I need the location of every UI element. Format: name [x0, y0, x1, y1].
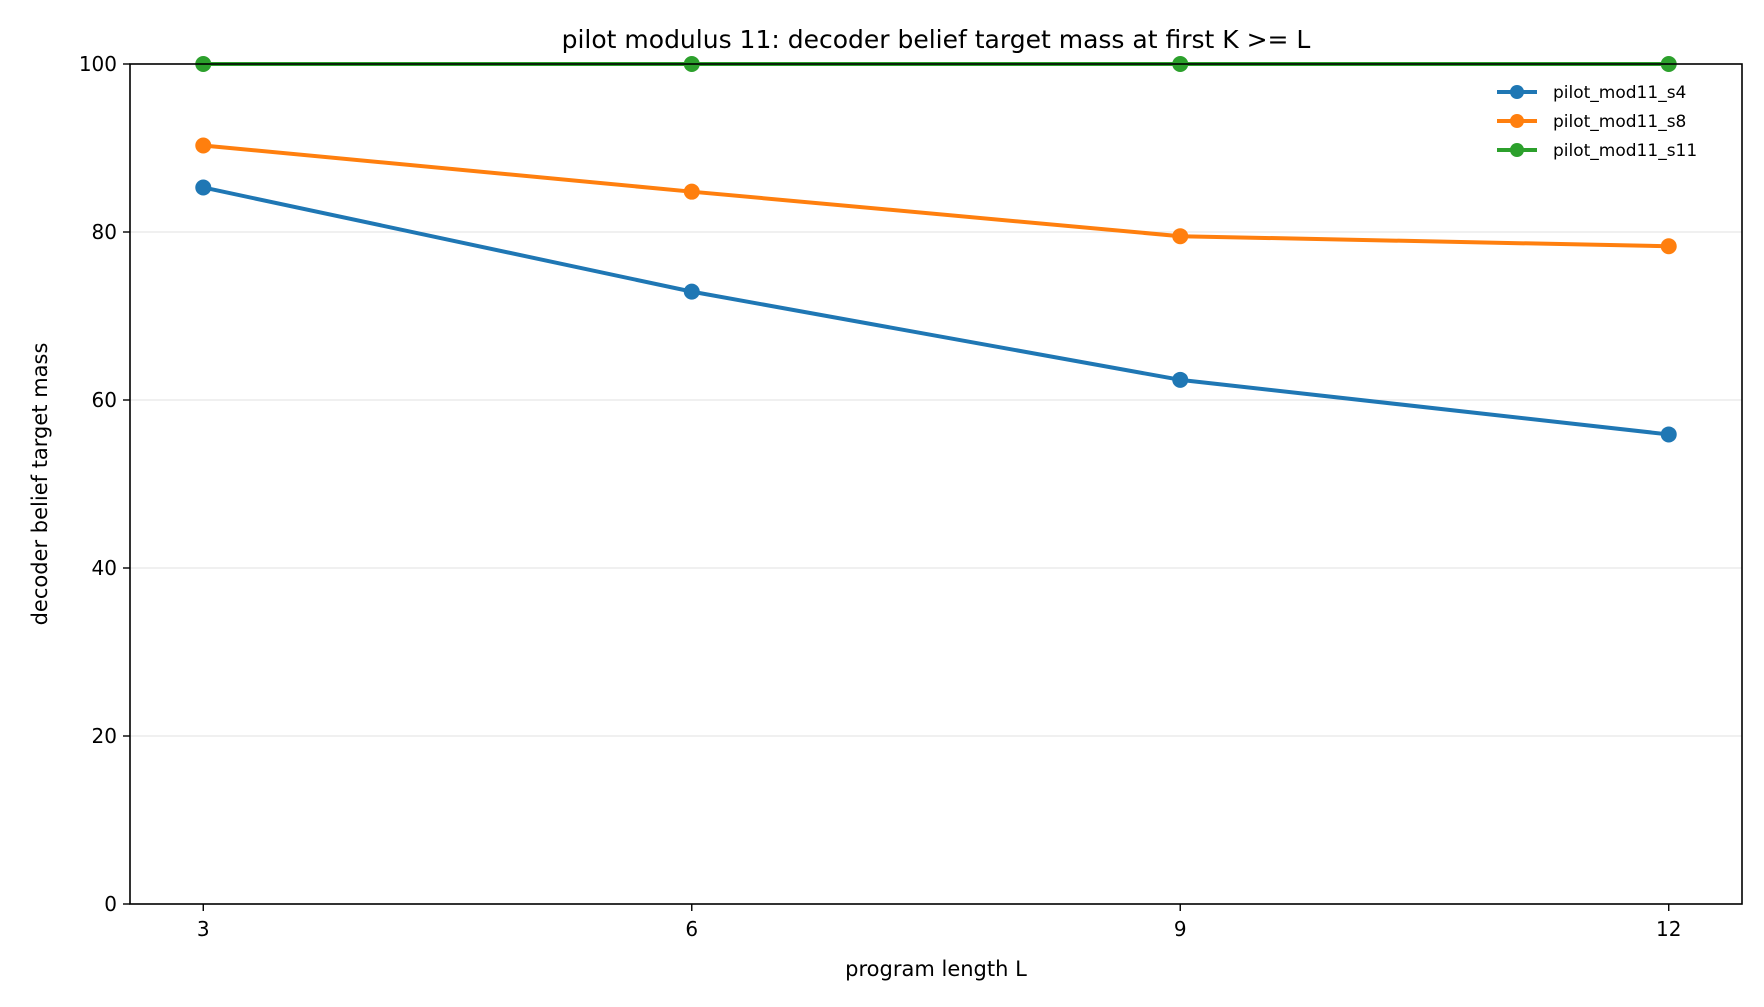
- data-point: [683, 283, 700, 300]
- legend-label: pilot_mod11_s11: [1553, 141, 1697, 161]
- y-axis-ticks: 0 20 40 60 80 100: [79, 52, 130, 916]
- legend-marker: [1510, 114, 1524, 128]
- data-point: [1172, 228, 1189, 245]
- data-point: [683, 183, 700, 200]
- legend-item: pilot_mod11_s4: [1497, 83, 1686, 103]
- y-axis-label: decoder belief target mass: [28, 343, 52, 626]
- data-point: [1660, 426, 1677, 443]
- data-point: [195, 179, 212, 196]
- y-tick-label: 40: [92, 556, 117, 580]
- series-pilot_mod11_s8: [195, 137, 1677, 255]
- series-line: [202, 185, 1669, 437]
- legend: pilot_mod11_s4 pilot_mod11_s8 pilot_mod11_…: [1497, 83, 1697, 161]
- legend-marker: [1510, 85, 1524, 99]
- y-tick-label: 0: [104, 892, 117, 916]
- y-tick-label: 20: [92, 724, 117, 748]
- x-tick-label: 9: [1174, 917, 1187, 941]
- legend-item: pilot_mod11_s11: [1497, 141, 1697, 161]
- data-point: [1172, 371, 1189, 388]
- x-tick-label: 6: [685, 917, 698, 941]
- chart-title: pilot modulus 11: decoder belief target …: [562, 25, 1311, 54]
- series-line: [203, 143, 1669, 249]
- legend-marker: [1510, 143, 1524, 157]
- legend-label: pilot_mod11_s4: [1553, 83, 1686, 103]
- series-pilot_mod11_s4: [195, 179, 1677, 443]
- plot-frame: [129, 63, 1743, 905]
- grid-lines: [130, 231, 1742, 737]
- x-tick-label: 3: [197, 917, 210, 941]
- y-tick-label: 80: [92, 220, 117, 244]
- x-axis-label: program length L: [845, 957, 1027, 981]
- legend-label: pilot_mod11_s8: [1553, 112, 1686, 132]
- legend-item: pilot_mod11_s8: [1497, 112, 1686, 132]
- x-tick-label: 12: [1656, 917, 1681, 941]
- x-axis-ticks: 3 6 9 12: [197, 904, 1681, 941]
- y-tick-label: 100: [79, 52, 117, 76]
- data-point: [195, 137, 212, 154]
- data-point: [1660, 238, 1677, 255]
- y-tick-label: 60: [92, 388, 117, 412]
